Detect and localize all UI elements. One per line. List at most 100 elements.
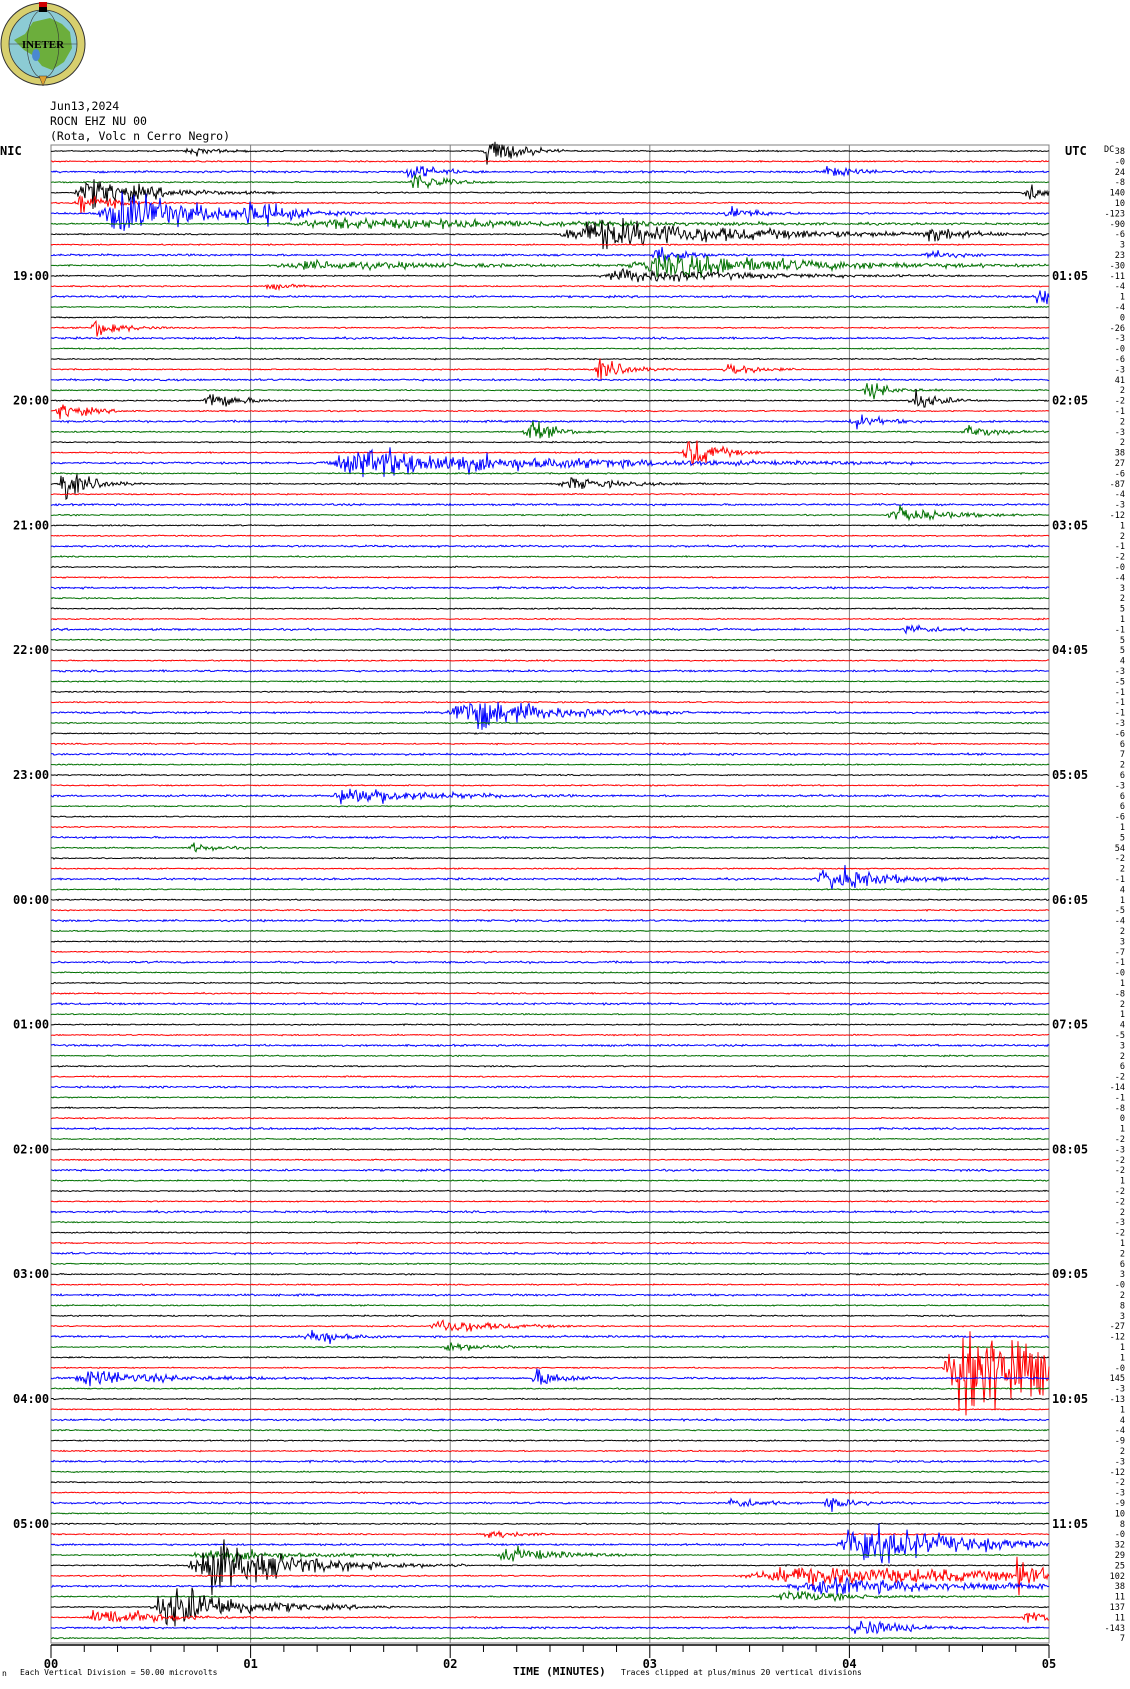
dc-offset-value: 2 (1120, 761, 1125, 771)
left-hour-label: 02:00 (13, 1142, 49, 1156)
dc-offset-value: -6 (1115, 355, 1125, 365)
dc-offset-value: 3 (1120, 1312, 1125, 1322)
dc-offset-value: -0 (1115, 563, 1125, 573)
trace-line (50, 404, 1050, 420)
right-hour-label: 09:05 (1052, 1267, 1088, 1281)
dc-offset-value: -8 (1115, 1104, 1125, 1114)
dc-offset-value: -0 (1115, 1281, 1125, 1291)
trace-line (50, 1084, 1050, 1089)
dc-offset-value: 5 (1120, 646, 1125, 656)
utc-label: UTC (1065, 144, 1087, 158)
dc-offset-value: -4 (1115, 303, 1125, 313)
trace-line (50, 1439, 1050, 1443)
dc-offset-value: 54 (1115, 844, 1125, 854)
trace-line (50, 835, 1050, 840)
trace-line (50, 960, 1050, 965)
trace-line (50, 1329, 1050, 1344)
trace-line (50, 607, 1050, 611)
dc-offset-value: -13 (1110, 1395, 1125, 1405)
dc-offset-value: 140 (1110, 189, 1125, 199)
trace-line (50, 1293, 1050, 1298)
trace-line (50, 918, 1050, 923)
dc-offset-value: 4 (1120, 1021, 1125, 1031)
dc-offset-value: 2 (1120, 386, 1125, 396)
trace-line (50, 420, 1050, 439)
dc-offset-value: 0 (1120, 313, 1125, 323)
dc-offset-value: -2 (1115, 854, 1125, 864)
trace-line (50, 246, 1049, 262)
dc-offset-value: -5 (1115, 906, 1125, 916)
trace-line (50, 283, 1049, 292)
trace-line (50, 1283, 1050, 1287)
trace-line (50, 1539, 1050, 1596)
dc-offset-value: -9 (1115, 1499, 1125, 1509)
dc-offset-value: 3 (1120, 584, 1125, 594)
dc-offset-value: 102 (1110, 1572, 1125, 1582)
dc-offset-value: 2 (1120, 417, 1125, 427)
left-hour-label: 05:00 (13, 1517, 49, 1531)
dc-offset-value: 1 (1120, 979, 1125, 989)
dc-offset-value: 2 (1120, 438, 1125, 448)
trace-line (50, 1407, 1050, 1411)
trace-line (50, 1001, 1050, 1006)
trace-line (51, 1033, 1050, 1037)
trace-line (50, 1179, 1050, 1183)
dc-offset-value: -6 (1115, 230, 1125, 240)
trace-line (50, 1319, 1050, 1333)
trace-line (50, 1095, 1049, 1099)
trace-line (50, 864, 1050, 890)
dc-offset-value: 1 (1120, 1239, 1125, 1249)
station-label: (Rota, Volc n Cerro Negro) (50, 129, 230, 143)
trace-line (51, 742, 1050, 746)
trace-line (50, 1587, 1050, 1627)
dc-offset-value: 7 (1120, 1634, 1125, 1644)
dc-offset-value: 6 (1120, 792, 1125, 802)
dc-offset-value: 7 (1120, 750, 1125, 760)
dc-offset-value: 5 (1120, 636, 1125, 646)
dc-offset-value: -6 (1115, 813, 1125, 823)
trace-line (50, 191, 1050, 231)
trace-line (51, 1314, 1050, 1318)
trace-line (50, 523, 1049, 528)
channel-label: ROCN EHZ NU 00 (50, 114, 147, 128)
left-hour-label: 00:00 (13, 893, 49, 907)
dc-offset-value: 2 (1120, 1447, 1125, 1457)
ineter-logo: INETER (0, 2, 86, 87)
dc-offset-value: 1 (1120, 1177, 1125, 1187)
right-hour-label: 03:05 (1052, 518, 1088, 532)
dc-offset-value: -2 (1115, 1187, 1125, 1197)
left-hour-label: 23:00 (13, 768, 49, 782)
trace-line (50, 783, 1050, 787)
trace-line (50, 217, 1049, 250)
trace-line (50, 1459, 1050, 1464)
trace-line (50, 1199, 1049, 1203)
trace-line (50, 159, 1050, 163)
trace-line (50, 336, 1050, 341)
trace-line (50, 575, 1050, 579)
trace-line (50, 305, 1050, 309)
right-hour-label: 07:05 (1052, 1018, 1088, 1032)
dc-offset-value: 2 (1120, 1291, 1125, 1301)
dc-offset-value: -12 (1110, 1333, 1125, 1343)
trace-line (50, 320, 1050, 337)
left-hour-label: 01:00 (13, 1018, 49, 1032)
dc-offset-value: 137 (1110, 1603, 1125, 1613)
trace-line (50, 1497, 1049, 1513)
dc-offset-value: -3 (1115, 1385, 1125, 1395)
dc-offset-value: 29 (1115, 1551, 1125, 1561)
dc-offset-value: 3 (1120, 241, 1125, 251)
dc-offset-value: -14 (1110, 1083, 1125, 1093)
right-hour-label: 01:05 (1052, 269, 1088, 283)
trace-line (50, 638, 1050, 642)
trace-line (50, 554, 1050, 558)
trace-line (51, 290, 1050, 305)
dc-offset-value: 2 (1120, 865, 1125, 875)
trace-line (50, 472, 1050, 476)
dc-offset-value: -11 (1110, 272, 1125, 282)
trace-line (50, 867, 1050, 871)
trace-line (50, 1209, 1050, 1214)
trace-line (50, 1116, 1050, 1120)
dc-offset-value: -2 (1115, 1197, 1125, 1207)
dc-offset-value: -1 (1115, 958, 1125, 968)
